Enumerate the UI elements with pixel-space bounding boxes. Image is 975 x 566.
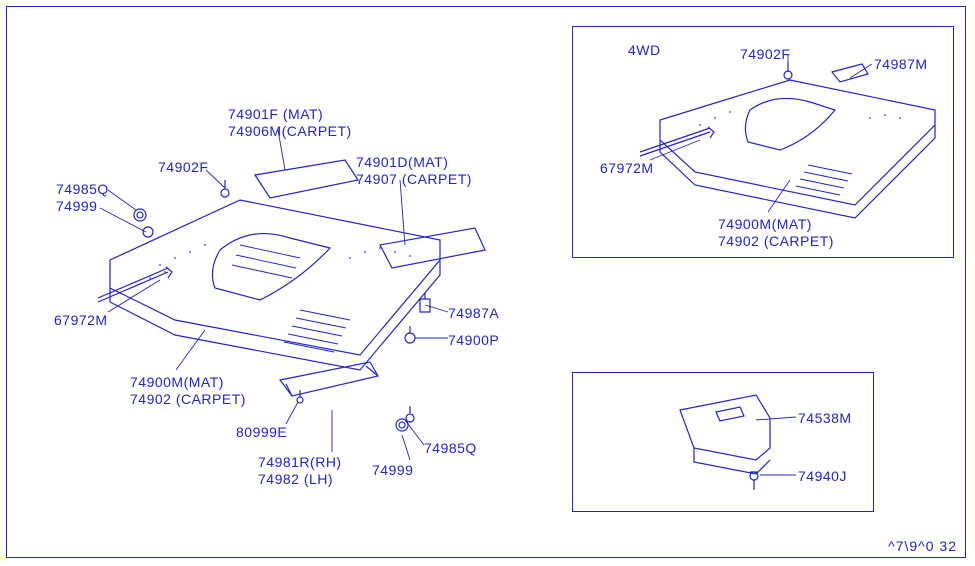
callout-label: 74901D(MAT) [356,154,448,170]
callout-label: 74900P [448,332,499,348]
callout-label: 74900M(MAT) [718,216,812,232]
callout-label: 74985Q [424,440,477,456]
callout-label: 74900M(MAT) [130,374,224,390]
figure-code: ^7\9^0 32 [888,538,957,554]
callout-label: 80999E [236,424,287,440]
diagram-canvas: 74985Q7499967972M74902F74901F (MAT)74906… [0,0,975,566]
callout-label: 74902 (CARPET) [718,233,834,249]
callout-label: 74902F [740,46,790,62]
callout-label: 67972M [600,160,654,176]
callout-label: 74987A [448,305,499,321]
callout-label: 74999 [56,198,97,214]
callout-label: 74940J [798,468,847,484]
callout-label: 74901F (MAT) [228,106,323,122]
callout-label: 74985Q [56,181,109,197]
callout-label: 74907 (CARPET) [356,171,472,187]
callout-label: 74999 [372,462,413,478]
callout-label: 74982 (LH) [258,471,333,487]
inset-bottom-right [572,372,874,512]
callout-label: 4WD [628,42,661,58]
callout-label: 74538M [798,410,852,426]
callout-label: 74902F [158,159,208,175]
callout-label: 74906M(CARPET) [228,123,352,139]
callout-label: 74902 (CARPET) [130,391,246,407]
callout-label: 67972M [54,312,108,328]
callout-label: 74981R(RH) [258,454,342,470]
callout-label: 74987M [874,56,928,72]
